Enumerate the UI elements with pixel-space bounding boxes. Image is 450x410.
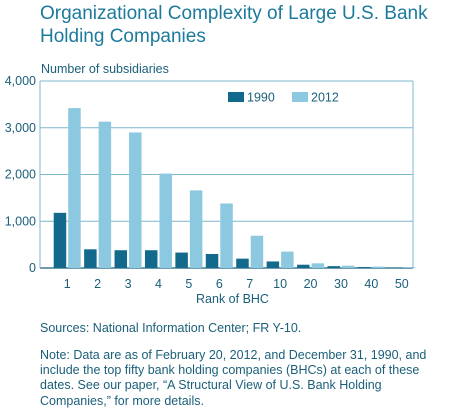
- bars: [53, 108, 416, 269]
- chart-title: Organizational Complexity of Large U.S. …: [40, 2, 440, 48]
- bar-1990-rank-2: [84, 249, 97, 268]
- sources-text: Sources: National Information Center; FR…: [40, 321, 302, 335]
- chart-title-line-1: Organizational Complexity of Large U.S. …: [40, 3, 428, 24]
- note-text: Note: Data are as of February 20, 2012, …: [40, 348, 427, 408]
- x-tick-label: 40: [364, 277, 378, 291]
- y-tick-label: 1,000: [5, 214, 36, 228]
- legend-swatch-2012: [292, 92, 308, 102]
- bar-1990-rank-1: [53, 212, 67, 268]
- bar-1990-rank-10: [266, 261, 280, 268]
- x-tick-label: 20: [304, 277, 318, 291]
- bar-2012-rank-2: [98, 121, 112, 268]
- bar-2012-rank-7: [250, 235, 264, 268]
- legend: 1990 2012: [228, 91, 339, 105]
- legend-label-2012: 2012: [311, 91, 339, 105]
- bar-1990-rank-3: [114, 250, 128, 268]
- y-tick-label: 3,000: [5, 121, 36, 135]
- bar-2012-rank-10: [281, 251, 294, 268]
- x-tick-label: 10: [273, 277, 287, 291]
- x-tick-label: 50: [395, 277, 409, 291]
- x-tick-label: 7: [246, 277, 253, 291]
- x-tick-label: 2: [94, 277, 101, 291]
- bar-1990-rank-4: [144, 250, 158, 268]
- x-axis-ticks: 1 2 3 4 5 6 7 10 20 30 40 50: [64, 277, 409, 291]
- bar-2012-rank-4: [159, 173, 172, 268]
- bar-2012-rank-40: [372, 266, 385, 268]
- bar-2012-rank-5: [189, 190, 203, 268]
- chart-title-line-2: Holding Companies: [40, 26, 206, 47]
- bar-1990-rank-7: [236, 258, 249, 268]
- legend-swatch-1990: [228, 92, 244, 102]
- legend-label-1990: 1990: [247, 91, 275, 105]
- y-tick-label: 0: [29, 261, 36, 275]
- x-tick-label: 4: [155, 277, 162, 291]
- bar-2012-rank-3: [129, 132, 142, 268]
- x-axis-title: Rank of BHC: [196, 292, 269, 306]
- bar-1990-rank-30: [327, 266, 340, 268]
- bar-1990-rank-5: [175, 252, 188, 268]
- x-tick-label: 5: [185, 277, 192, 291]
- bar-1990-rank-6: [205, 253, 219, 268]
- y-tick-label: 4,000: [5, 74, 36, 88]
- x-tick-label: 30: [334, 277, 348, 291]
- bar-1990-rank-40: [357, 267, 371, 268]
- bar-2012-rank-1: [68, 108, 81, 269]
- y-axis-ticks: 0 1,000 2,000 3,000 4,000: [5, 74, 36, 275]
- bar-2012-rank-30: [341, 265, 355, 268]
- bar-2012-rank-50: [402, 267, 416, 268]
- y-tick-label: 2,000: [5, 168, 36, 182]
- bar-2012-rank-6: [220, 203, 233, 268]
- bar-2012-rank-20: [311, 263, 325, 268]
- bar-1990-rank-20: [297, 264, 310, 268]
- y-axis-title: Number of subsidiaries: [41, 62, 169, 76]
- x-tick-label: 1: [64, 277, 71, 291]
- x-tick-label: 3: [125, 277, 132, 291]
- x-tick-label: 6: [216, 277, 223, 291]
